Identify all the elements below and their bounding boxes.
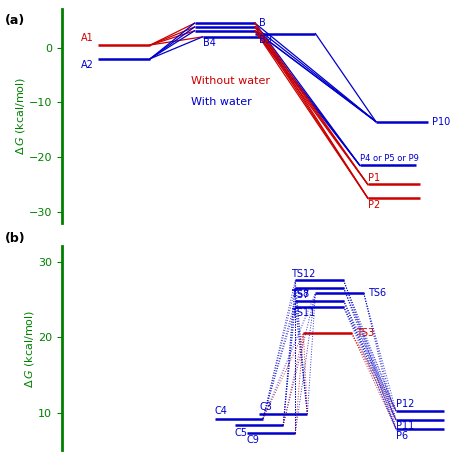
Text: B4: B4 (202, 38, 216, 48)
Text: TS8: TS8 (291, 289, 310, 299)
Text: C3: C3 (259, 402, 272, 412)
Y-axis label: $\Delta\,G$ (kcal/mol): $\Delta\,G$ (kcal/mol) (23, 309, 36, 388)
Text: P4 or P5 or P9: P4 or P5 or P9 (360, 154, 419, 163)
Text: P2: P2 (368, 200, 380, 210)
Text: TS11: TS11 (291, 308, 316, 318)
Text: C5: C5 (235, 428, 248, 438)
Text: B: B (259, 18, 266, 28)
Text: Without water: Without water (191, 75, 270, 86)
Text: P11: P11 (396, 421, 414, 431)
Text: P6: P6 (396, 431, 408, 441)
Text: (a): (a) (5, 14, 25, 27)
Text: (b): (b) (5, 232, 26, 245)
Text: TS7: TS7 (291, 290, 310, 300)
Text: P1: P1 (368, 173, 380, 183)
Text: P12: P12 (396, 399, 414, 409)
Y-axis label: $\Delta\,G$ (kcal/mol): $\Delta\,G$ (kcal/mol) (14, 77, 27, 155)
Text: C4: C4 (215, 406, 228, 416)
Text: With water: With water (191, 98, 251, 108)
Text: A1: A1 (81, 33, 94, 44)
Text: TS3: TS3 (356, 328, 374, 338)
Text: B9: B9 (259, 35, 272, 45)
Text: TS12: TS12 (291, 269, 316, 279)
Text: C9: C9 (247, 435, 260, 445)
Text: A2: A2 (81, 60, 94, 70)
Text: P10: P10 (432, 117, 451, 127)
Text: TS6: TS6 (368, 288, 386, 298)
